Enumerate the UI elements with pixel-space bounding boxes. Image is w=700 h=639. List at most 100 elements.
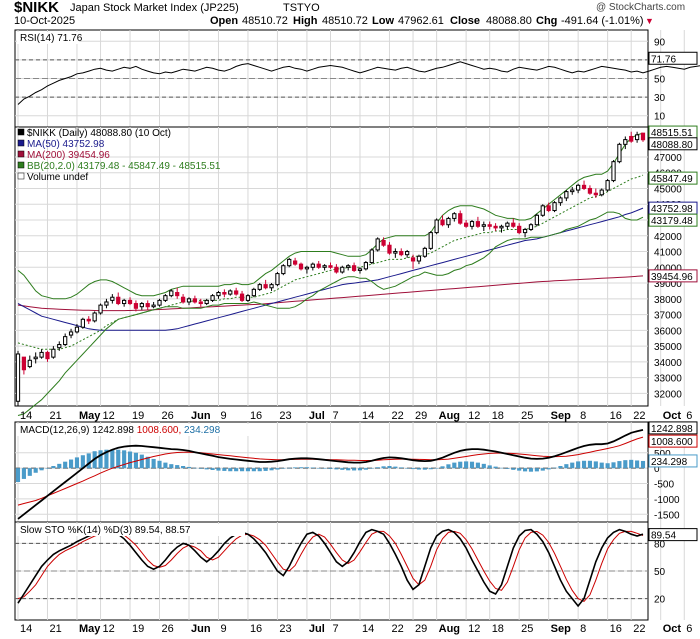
price-tick-label: 33000: [654, 374, 682, 385]
sto-x-label: 29: [415, 623, 427, 635]
macd-histogram-bar: [540, 468, 545, 471]
macd-histogram-bar: [222, 468, 227, 471]
candle-body: [605, 180, 610, 191]
panel-macd: [14, 421, 649, 523]
price-x-label: 29: [415, 410, 427, 422]
candle-body: [428, 232, 433, 249]
macd-last: 1242.898: [651, 424, 693, 435]
sto-tick-label: 50: [654, 567, 666, 578]
macd-histogram-bar: [192, 467, 197, 469]
signal-last-tag-box: [648, 434, 698, 448]
macd-histogram-bar: [570, 462, 575, 469]
macd-histogram-bar: [534, 468, 539, 472]
rsi-last-value: 71.76: [651, 54, 676, 65]
candle-body: [145, 303, 150, 308]
macd-histogram-bar: [381, 466, 386, 469]
sto-x-label: 22: [633, 623, 645, 635]
candle-body: [287, 258, 292, 267]
macd-histogram-bar: [387, 466, 392, 469]
price-x-label: 19: [132, 410, 144, 422]
macd-histogram-bar: [446, 464, 451, 469]
candle-body: [15, 353, 21, 402]
macd-histogram-bar: [399, 467, 404, 469]
sq-red-icon: [17, 150, 25, 158]
candle-body: [640, 132, 646, 141]
macd-histogram-bar: [576, 461, 581, 469]
macd-histogram-bar: [629, 459, 634, 469]
macd-histogram-bar: [104, 449, 109, 469]
price-x-label: 18: [492, 410, 504, 422]
price-tick-label: 32000: [654, 389, 682, 400]
macd-histogram-bar: [145, 456, 150, 469]
macd-histogram-bar: [493, 466, 498, 469]
price-tick-label: 36000: [654, 326, 682, 337]
ma200-last: 39454.96: [651, 272, 693, 283]
candle-body: [86, 318, 91, 322]
sto-x-label: 9: [220, 623, 226, 635]
candle-body: [92, 312, 97, 322]
sto-x-label: 12: [468, 623, 480, 635]
candle-body: [116, 296, 121, 305]
macd-histogram-bar: [45, 468, 50, 469]
macd-histogram-bar: [228, 468, 233, 472]
macd-histogram-bar: [69, 459, 74, 469]
candle-body: [623, 139, 628, 145]
macd-histogram-bar: [369, 468, 374, 469]
macd-histogram-bar: [346, 468, 351, 471]
close-last: 48088.80: [651, 140, 693, 151]
macd-legend: MACD(12,26,9) 1242.898 1008.600, 234.298: [20, 425, 221, 436]
macd-histogram-bar: [269, 468, 274, 471]
macd-histogram-bar: [464, 461, 469, 469]
macd-histogram-bar: [281, 468, 286, 469]
price-x-label: May: [79, 410, 101, 422]
macd-histogram-bar: [322, 468, 327, 469]
macd-histogram-bar: [98, 450, 103, 469]
macd-histogram-bar: [63, 461, 68, 469]
macd-histogram-bar: [440, 466, 445, 469]
candle-body: [334, 266, 339, 273]
down-triangle-icon: ▼: [645, 16, 654, 26]
macd-histogram-bar: [316, 468, 321, 469]
macd-histogram-bar: [593, 461, 598, 469]
macd-histogram-bar: [15, 468, 21, 482]
candle-body: [528, 224, 534, 230]
rsi-last-value-tag-box: [648, 51, 698, 65]
macd-histogram-bar: [505, 468, 510, 469]
candle-body: [452, 213, 457, 219]
macd-histogram-bar: [334, 468, 339, 470]
price-x-label: Jul: [309, 410, 325, 422]
macd-histogram-bar: [587, 460, 592, 469]
macd-histogram-bar: [558, 466, 563, 469]
macd-histogram-bar: [352, 468, 357, 471]
candle-body: [593, 192, 598, 196]
candle-body: [298, 263, 304, 270]
candle-body: [216, 292, 221, 297]
high-value: 48510.72: [322, 15, 368, 27]
candle-body: [576, 184, 581, 191]
candle-body: [463, 222, 469, 227]
close-value: 48088.80: [486, 15, 532, 27]
macd-histogram-bar: [181, 466, 186, 469]
macd-histogram-bar: [293, 467, 298, 469]
price-x-label: Oct: [663, 410, 682, 422]
sto-x-label: 8: [580, 623, 586, 635]
price-x-label: 25: [521, 410, 533, 422]
candle-body: [558, 197, 563, 204]
price-x-label: 12: [103, 410, 115, 422]
candle-body: [51, 348, 56, 358]
candle-body: [522, 228, 528, 234]
bb-upper-last: 48515.51: [651, 128, 693, 139]
candle-body: [222, 292, 227, 295]
candle-body: [546, 205, 551, 212]
bb-upper-line: [17, 132, 644, 300]
macd-histogram-bar: [499, 467, 504, 469]
bb-mid-last: 45847.49: [651, 174, 693, 185]
candle-body: [346, 265, 351, 268]
candle-body: [540, 205, 545, 216]
macd-histogram-bar: [251, 468, 256, 472]
macd-histogram-bar: [422, 468, 427, 470]
price-x-label: 6: [686, 410, 692, 422]
price-x-label: 7: [333, 410, 339, 422]
ma200-line: [17, 275, 644, 312]
